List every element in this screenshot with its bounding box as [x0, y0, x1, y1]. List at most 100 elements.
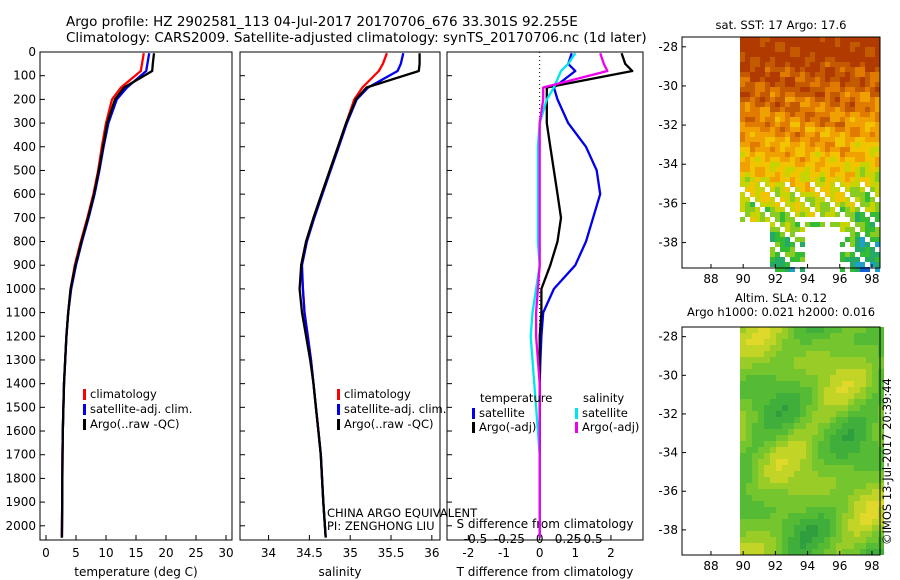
sst-cell — [790, 242, 795, 247]
sst-cell — [800, 157, 805, 162]
sla-cell — [770, 531, 776, 537]
map-y-tick-label: -34 — [658, 446, 678, 460]
sst-cell — [825, 92, 830, 97]
sst-cell — [810, 172, 815, 177]
sst-cell — [855, 172, 860, 177]
sst-cell — [870, 57, 875, 62]
sst-cell — [800, 122, 805, 127]
sla-cell — [854, 513, 860, 519]
sla-cell — [812, 333, 818, 339]
sla-cell — [878, 351, 884, 357]
sla-cell — [758, 513, 764, 519]
sla-cell — [830, 459, 836, 465]
sst-cell — [830, 137, 835, 142]
sst-cell — [750, 162, 755, 167]
sla-cell — [758, 429, 764, 435]
sla-cell — [866, 363, 872, 369]
sst-cell — [765, 67, 770, 72]
sst-cell — [810, 122, 815, 127]
sla-cell — [836, 333, 842, 339]
sla-cell — [878, 495, 884, 501]
sst-cell — [760, 217, 765, 222]
sla-cell — [746, 411, 752, 417]
sla-cell — [788, 411, 794, 417]
sla-cell — [752, 471, 758, 477]
sst-cell — [860, 142, 865, 147]
sst-cell — [845, 212, 850, 217]
sst-cell — [820, 52, 825, 57]
sla-cell — [878, 453, 884, 459]
sst-cell — [750, 157, 755, 162]
sst-cell — [800, 177, 805, 182]
annotation-text: CHINA ARGO EQUIVALENT — [327, 506, 478, 520]
sst-cell — [835, 222, 840, 227]
sst-cell — [820, 162, 825, 167]
sst-cell — [825, 52, 830, 57]
sst-cell — [815, 117, 820, 122]
sla-cell — [824, 435, 830, 441]
sla-cell — [758, 333, 764, 339]
sla-cell — [872, 483, 878, 489]
sst-cell — [850, 67, 855, 72]
sst-cell — [870, 232, 875, 237]
sst-cell — [845, 162, 850, 167]
sst-cell — [805, 172, 810, 177]
sla-cell — [842, 411, 848, 417]
sst-cell — [870, 47, 875, 52]
sla-cell — [806, 537, 812, 543]
sla-cell — [776, 465, 782, 471]
sst-cell — [795, 152, 800, 157]
sst-cell — [790, 42, 795, 47]
sst-cell — [760, 67, 765, 72]
sla-cell — [746, 363, 752, 369]
sla-cell — [836, 519, 842, 525]
sst-cell — [840, 152, 845, 157]
sst-cell — [800, 167, 805, 172]
sla-cell — [788, 483, 794, 489]
sla-cell — [758, 531, 764, 537]
sst-cell — [830, 117, 835, 122]
sla-cell — [800, 453, 806, 459]
sla-cell — [812, 501, 818, 507]
sla-cell — [878, 501, 884, 507]
sst-cell — [795, 52, 800, 57]
sst-cell — [805, 87, 810, 92]
sst-cell — [830, 72, 835, 77]
sla-cell — [752, 441, 758, 447]
sst-cell — [810, 167, 815, 172]
sst-cell — [850, 37, 855, 42]
y-tick-label: 1500 — [5, 400, 36, 414]
sst-cell — [740, 107, 745, 112]
sla-cell — [758, 453, 764, 459]
sla-cell — [746, 483, 752, 489]
sla-cell — [758, 477, 764, 483]
sst-cell — [760, 202, 765, 207]
sst-cell — [750, 182, 755, 187]
sla-cell — [842, 459, 848, 465]
sst-cell — [835, 37, 840, 42]
sla-cell — [842, 483, 848, 489]
sst-cell — [860, 112, 865, 117]
sst-cell — [770, 112, 775, 117]
sst-cell — [785, 197, 790, 202]
sla-cell — [740, 501, 746, 507]
sst-cell — [770, 127, 775, 132]
sla-cell — [746, 381, 752, 387]
sst-cell — [795, 237, 800, 242]
sst-cell — [785, 192, 790, 197]
sst-cell — [745, 62, 750, 67]
sla-cell — [740, 447, 746, 453]
difference-panel: -2 -1 0 1 2T difference from climatology-0.5… — [446, 51, 644, 579]
sst-cell — [755, 182, 760, 187]
sla-cell — [842, 369, 848, 375]
sla-cell — [878, 471, 884, 477]
sst-cell — [750, 132, 755, 137]
sst-cell — [760, 132, 765, 137]
sst-cell — [785, 57, 790, 62]
sst-cell — [815, 72, 820, 77]
sst-cell — [785, 227, 790, 232]
sst-cell — [795, 197, 800, 202]
sst-cell — [775, 267, 780, 272]
sla-cell — [824, 477, 830, 483]
salinity-panel: 34 34.5 35 35.5 36salinityclimatologysatelli… — [239, 51, 478, 579]
